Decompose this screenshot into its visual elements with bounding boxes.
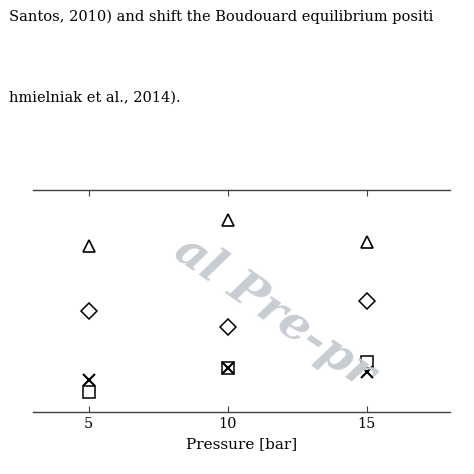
Text: al Pre-pr: al Pre-pr: [166, 227, 384, 398]
Text: Santos, 2010) and shift the Boudouard equilibrium positi: Santos, 2010) and shift the Boudouard eq…: [9, 9, 434, 24]
Text: hmielniak et al., 2014).: hmielniak et al., 2014).: [9, 91, 181, 105]
X-axis label: Pressure [bar]: Pressure [bar]: [186, 437, 297, 451]
